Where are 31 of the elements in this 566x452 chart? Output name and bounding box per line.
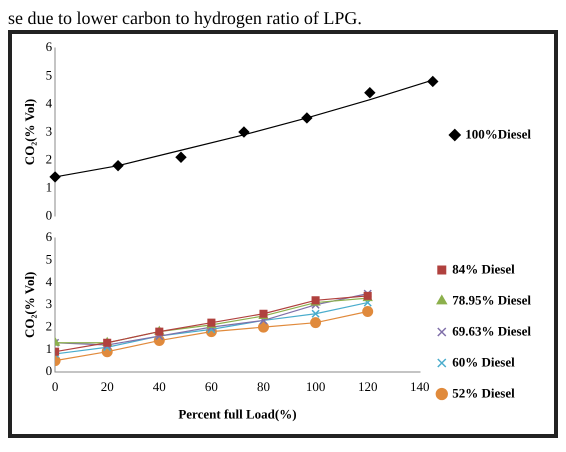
y-tick-label: 2 <box>46 318 52 334</box>
x-tick-label: 60 <box>204 379 218 394</box>
x-tick-label: 20 <box>100 379 114 394</box>
y-tick-label: 4 <box>46 95 53 110</box>
legend-label: 69.63% Diesel <box>452 323 532 338</box>
y-tick-label: 2 <box>46 151 52 166</box>
legend-label: 78.95% Diesel <box>452 292 532 308</box>
y-tick-label: 6 <box>46 229 53 244</box>
x-tick-label: 80 <box>256 379 270 394</box>
x-tick-label: 100 <box>306 379 326 394</box>
x-tick-label: 120 <box>358 379 378 394</box>
y-tick-label: 0 <box>46 363 52 378</box>
y-tick-label: 3 <box>46 123 52 138</box>
legend-label: 60% Diesel <box>452 354 516 370</box>
y-tick-label: 4 <box>46 274 53 289</box>
y-tick-label: 1 <box>46 340 52 356</box>
legend-label: 84% Diesel <box>452 261 516 276</box>
x-tick-label: 40 <box>152 379 166 394</box>
y-tick-label: 6 <box>46 39 53 54</box>
y-tick-label: 1 <box>46 180 52 195</box>
legend-label: 100%Diesel <box>465 126 532 142</box>
legend-label: 52% Diesel <box>452 385 516 400</box>
x-tick-label: 140 <box>410 379 430 394</box>
y-axis-title: CO₂(% Vol) <box>22 98 38 166</box>
y-tick-label: 5 <box>46 67 52 82</box>
text: se due to lower carbon to hydrogen ratio of LPG. <box>8 8 363 28</box>
x-axis-title: Percent full Load(%) <box>178 406 297 422</box>
y-tick-label: 3 <box>46 296 52 312</box>
y-tick-label: 5 <box>46 252 52 267</box>
y-axis-title: CO₂(% Vol) <box>22 272 38 338</box>
y-tick-label: 0 <box>46 208 52 223</box>
